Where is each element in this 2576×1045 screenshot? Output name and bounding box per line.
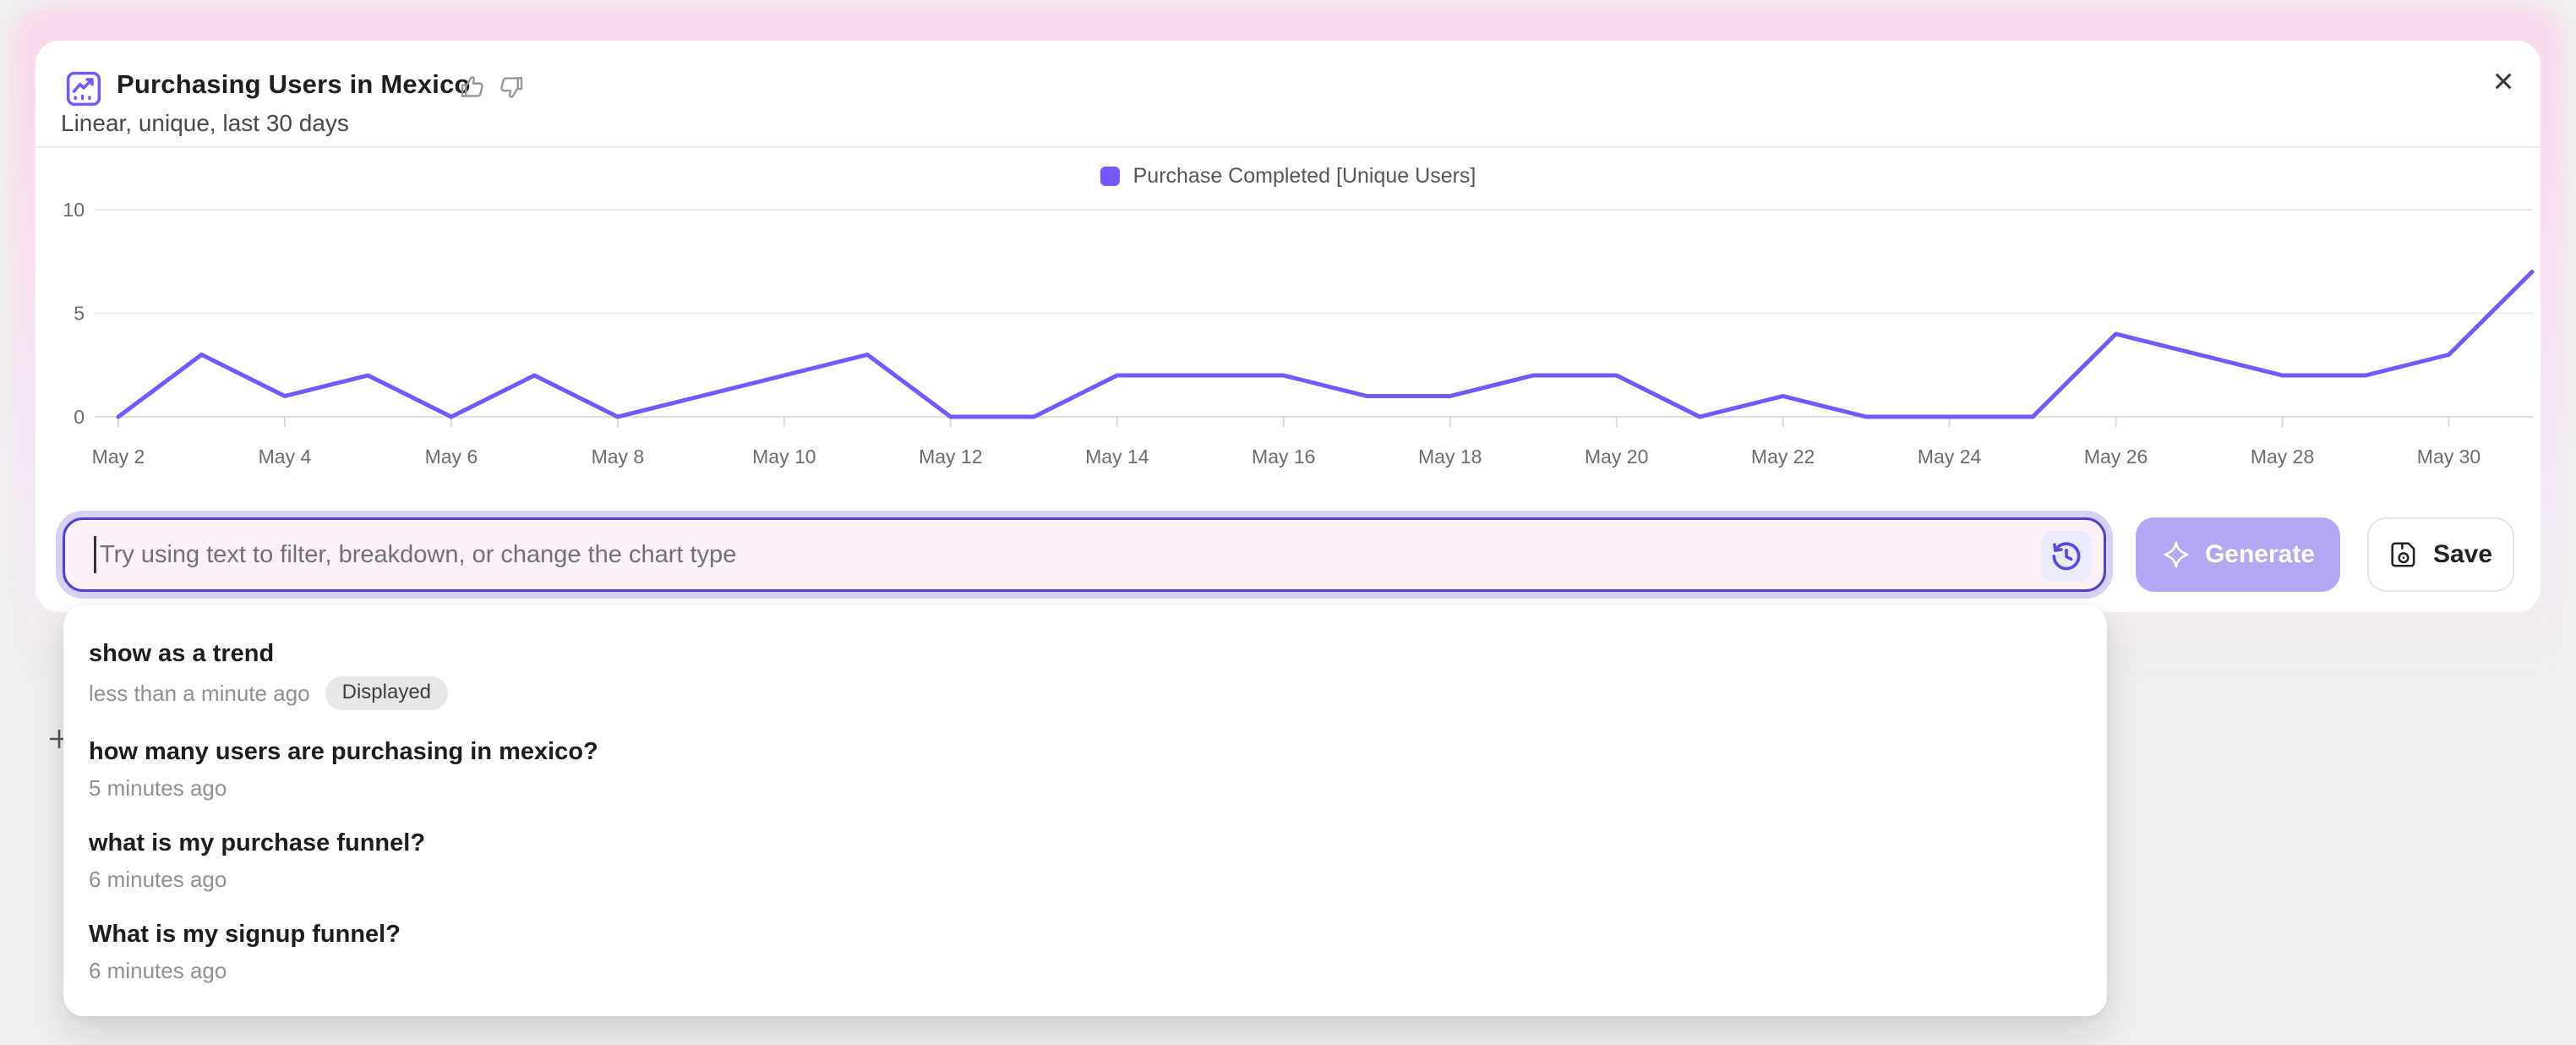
svg-text:May 18: May 18 xyxy=(1418,446,1482,468)
generate-label: Generate xyxy=(2204,540,2316,568)
svg-text:10: 10 xyxy=(63,199,85,221)
svg-text:May 20: May 20 xyxy=(1585,446,1648,468)
history-item[interactable]: What is my signup funnel? 6 minutes ago xyxy=(63,906,2107,998)
history-query: What is my signup funnel? xyxy=(89,921,401,948)
sparkle-icon xyxy=(2164,541,2189,568)
svg-text:May 8: May 8 xyxy=(592,446,645,468)
line-chart: 0 5 10 May 2 May 4 May 6 May 8 May 10 May 12 May … xyxy=(63,199,2535,468)
history-query: show as a trend xyxy=(89,640,275,667)
history-timestamp: 6 minutes ago xyxy=(89,958,227,983)
close-icon[interactable]: × xyxy=(2481,59,2525,103)
page-title: Purchasing Users in Mexico xyxy=(117,69,471,99)
line-chart-icon xyxy=(66,71,101,107)
prompt-placeholder: Try using text to filter, breakdown, or … xyxy=(100,540,737,568)
history-item[interactable]: what is my purchase funnel? 6 minutes ag… xyxy=(63,815,2107,906)
generate-button[interactable]: Generate xyxy=(2136,517,2340,592)
insight-card: Purchasing Users in Mexico Linear, uniqu… xyxy=(35,41,2541,612)
history-button[interactable] xyxy=(2041,531,2092,582)
legend-swatch xyxy=(1100,167,1120,186)
ai-prompt-input[interactable]: Try using text to filter, breakdown, or … xyxy=(63,517,2106,592)
displayed-badge: Displayed xyxy=(325,676,449,710)
save-icon xyxy=(2391,542,2415,567)
svg-text:May 4: May 4 xyxy=(259,446,312,468)
svg-text:May 28: May 28 xyxy=(2251,446,2314,468)
text-caret xyxy=(94,536,96,573)
history-icon xyxy=(2052,542,2081,571)
svg-text:May 10: May 10 xyxy=(752,446,816,468)
prompt-history-dropdown: show as a trend less than a minute ago D… xyxy=(63,605,2107,1016)
svg-text:May 24: May 24 xyxy=(1918,446,1982,468)
history-timestamp: 5 minutes ago xyxy=(89,775,227,801)
legend-label: Purchase Completed [Unique Users] xyxy=(1132,164,1476,188)
chart-legend: Purchase Completed [Unique Users] xyxy=(35,164,2541,189)
card-header: Purchasing Users in Mexico Linear, uniqu… xyxy=(35,41,2541,148)
history-timestamp: less than a minute ago xyxy=(89,681,310,706)
svg-text:May 14: May 14 xyxy=(1085,446,1149,468)
svg-text:May 16: May 16 xyxy=(1252,446,1315,468)
svg-text:May 22: May 22 xyxy=(1751,446,1815,468)
save-button[interactable]: Save xyxy=(2367,517,2514,592)
history-query: how many users are purchasing in mexico? xyxy=(89,738,598,765)
save-label: Save xyxy=(2432,540,2493,568)
chart-subtitle: Linear, unique, last 30 days xyxy=(61,110,349,136)
svg-text:May 26: May 26 xyxy=(2084,446,2148,468)
svg-text:May 2: May 2 xyxy=(92,446,145,468)
svg-text:May 6: May 6 xyxy=(425,446,478,468)
svg-text:0: 0 xyxy=(74,406,85,428)
svg-text:5: 5 xyxy=(74,303,85,325)
thumbs-up-icon[interactable] xyxy=(458,73,487,101)
thumbs-down-icon[interactable] xyxy=(497,73,526,101)
history-query: what is my purchase funnel? xyxy=(89,829,426,856)
svg-text:May 12: May 12 xyxy=(919,446,982,468)
history-item[interactable]: show as a trend less than a minute ago D… xyxy=(63,626,2107,724)
history-item[interactable]: how many users are purchasing in mexico?… xyxy=(63,724,2107,815)
svg-text:May 30: May 30 xyxy=(2417,446,2480,468)
history-timestamp: 6 minutes ago xyxy=(89,867,227,892)
